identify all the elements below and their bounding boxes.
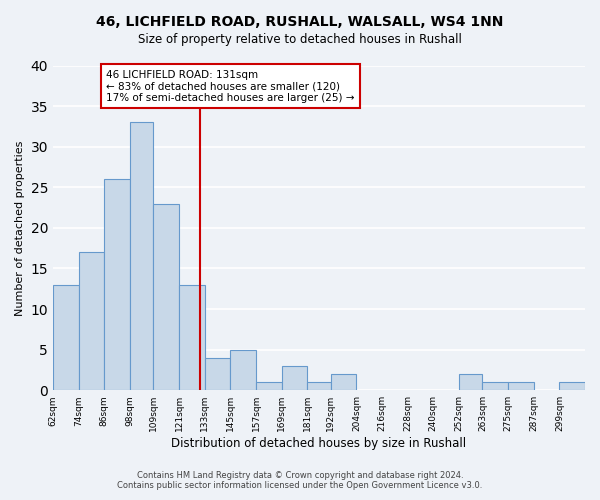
Text: Size of property relative to detached houses in Rushall: Size of property relative to detached ho… [138,32,462,46]
Text: 46 LICHFIELD ROAD: 131sqm
← 83% of detached houses are smaller (120)
17% of semi: 46 LICHFIELD ROAD: 131sqm ← 83% of detac… [106,70,355,103]
Y-axis label: Number of detached properties: Number of detached properties [15,140,25,316]
Bar [559,382,585,390]
Bar [230,350,256,390]
Text: 46, LICHFIELD ROAD, RUSHALL, WALSALL, WS4 1NN: 46, LICHFIELD ROAD, RUSHALL, WALSALL, WS… [97,15,503,29]
Bar [331,374,356,390]
Bar [281,366,307,390]
Text: Contains HM Land Registry data © Crown copyright and database right 2024.
Contai: Contains HM Land Registry data © Crown c… [118,470,482,490]
Bar [508,382,534,390]
Bar [307,382,331,390]
Bar [53,284,79,390]
Bar [104,179,130,390]
Bar [179,284,205,390]
X-axis label: Distribution of detached houses by size in Rushall: Distribution of detached houses by size … [172,437,467,450]
Bar [459,374,482,390]
Bar [256,382,281,390]
Bar [130,122,154,390]
Bar [79,252,104,390]
Bar [205,358,230,390]
Bar [154,204,179,390]
Bar [482,382,508,390]
